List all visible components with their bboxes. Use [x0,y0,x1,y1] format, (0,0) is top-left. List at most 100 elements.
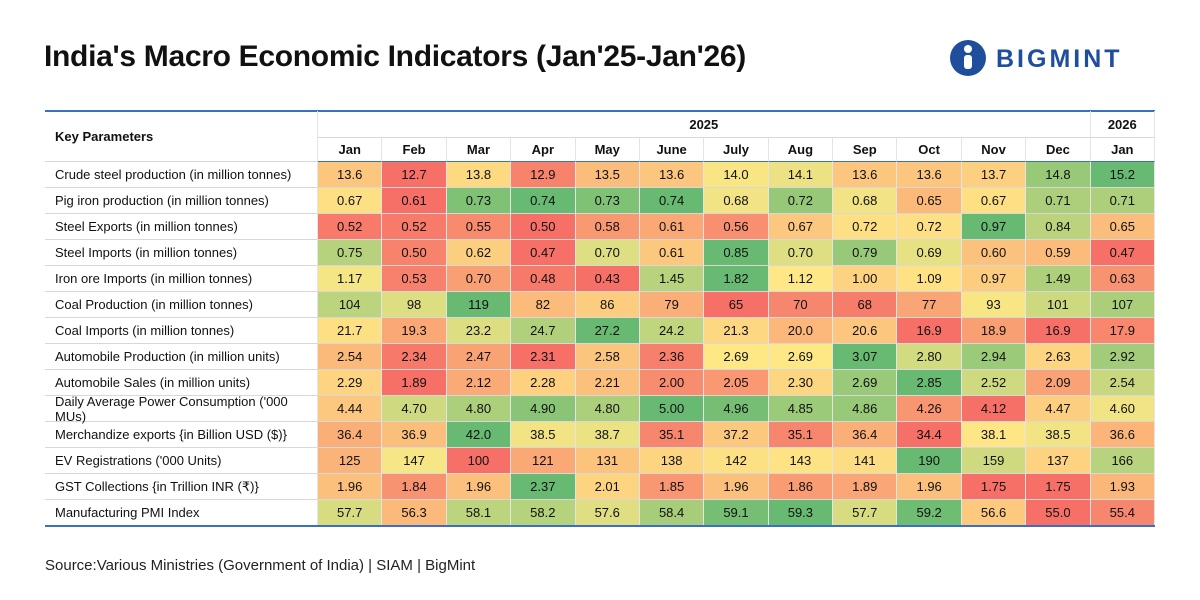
data-cell: 1.89 [382,370,447,396]
data-cell: 65 [704,292,769,318]
data-cell: 1.82 [704,266,769,292]
data-cell: 1.09 [897,266,962,292]
data-cell: 1.93 [1090,474,1155,500]
data-cell: 2.63 [1026,344,1091,370]
data-cell: 0.97 [961,266,1027,292]
data-cell: 0.63 [1090,266,1155,292]
table-bottom-rule [45,525,1155,527]
data-cell: 93 [961,292,1027,318]
data-cell: 138 [639,448,705,474]
table-top-rule [45,110,1155,112]
data-cell: 16.9 [1026,318,1091,344]
data-cell: 1.75 [1026,474,1091,500]
data-cell: 38.5 [511,422,576,448]
data-cell: 0.68 [704,188,769,214]
data-cell: 3.07 [833,344,898,370]
data-cell: 4.12 [961,396,1027,422]
data-cell: 36.4 [833,422,898,448]
data-cell: 0.73 [446,188,512,214]
data-cell: 4.96 [704,396,769,422]
data-cell: 0.47 [1090,240,1155,266]
data-cell: 36.6 [1090,422,1155,448]
data-cell: 0.56 [704,214,769,240]
data-cell: 0.67 [768,214,834,240]
data-cell: 36.4 [318,422,383,448]
data-cell: 0.74 [511,188,576,214]
data-cell: 0.74 [639,188,705,214]
data-cell: 0.72 [897,214,962,240]
data-cell: 37.2 [704,422,769,448]
data-cell: 12.7 [382,162,447,188]
data-cell: 17.9 [1090,318,1155,344]
data-cell: 59.2 [897,500,962,526]
data-cell: 143 [768,448,834,474]
data-cell: 16.9 [897,318,962,344]
data-cell: 0.58 [575,214,640,240]
logo-icon-body [964,55,972,69]
data-cell: 2.94 [961,344,1027,370]
data-cell: 55.4 [1090,500,1155,526]
title: India's Macro Economic Indicators (Jan'2… [44,40,746,73]
row-label: EV Registrations ('000 Units) [45,448,318,474]
data-cell: 0.70 [575,240,640,266]
data-cell: 2.92 [1090,344,1155,370]
data-cell: 0.53 [382,266,447,292]
data-cell: 86 [575,292,640,318]
data-cell: 57.6 [575,500,640,526]
data-cell: 1.89 [833,474,898,500]
row-label: Iron ore Imports (in million tonnes) [45,266,318,292]
month-header: Oct [897,138,962,162]
data-cell: 0.67 [961,188,1027,214]
data-cell: 4.90 [511,396,576,422]
data-cell: 2.12 [446,370,512,396]
data-cell: 0.70 [446,266,512,292]
data-cell: 1.96 [318,474,383,500]
data-cell: 2.34 [382,344,447,370]
data-cell: 119 [446,292,512,318]
month-header: July [704,138,769,162]
month-header: Nov [961,138,1027,162]
data-cell: 27.2 [575,318,640,344]
data-cell: 77 [897,292,962,318]
data-cell: 13.5 [575,162,640,188]
logo-icon-head [964,45,972,53]
logo: BIGMINT [950,40,1120,76]
row-label: Coal Imports (in million tonnes) [45,318,318,344]
data-cell: 125 [318,448,383,474]
data-cell: 2.54 [1090,370,1155,396]
data-cell: 0.79 [833,240,898,266]
data-cell: 104 [318,292,383,318]
data-cell: 34.4 [897,422,962,448]
row-label: Automobile Production (in million units) [45,344,318,370]
data-cell: 13.6 [639,162,705,188]
data-cell: 56.3 [382,500,447,526]
data-cell: 14.0 [704,162,769,188]
data-cell: 0.68 [833,188,898,214]
data-cell: 5.00 [639,396,705,422]
data-cell: 0.52 [382,214,447,240]
data-cell: 20.0 [768,318,834,344]
data-cell: 1.96 [446,474,512,500]
data-cell: 0.70 [768,240,834,266]
data-cell: 58.4 [639,500,705,526]
data-cell: 1.75 [961,474,1027,500]
data-cell: 38.7 [575,422,640,448]
row-label: Pig iron production (in million tonnes) [45,188,318,214]
corner: Key Parameters [45,111,318,162]
data-cell: 0.65 [897,188,962,214]
data-cell: 1.96 [897,474,962,500]
data-cell: 141 [833,448,898,474]
data-cell: 14.1 [768,162,834,188]
data-cell: 1.86 [768,474,834,500]
data-cell: 0.73 [575,188,640,214]
data-cell: 68 [833,292,898,318]
month-header: Jan [318,138,383,162]
data-cell: 21.3 [704,318,769,344]
data-cell: 0.61 [382,188,447,214]
data-cell: 0.75 [318,240,383,266]
row-label: Coal Production (in million tonnes) [45,292,318,318]
data-cell: 0.62 [446,240,512,266]
data-cell: 0.72 [833,214,898,240]
data-cell: 2.28 [511,370,576,396]
